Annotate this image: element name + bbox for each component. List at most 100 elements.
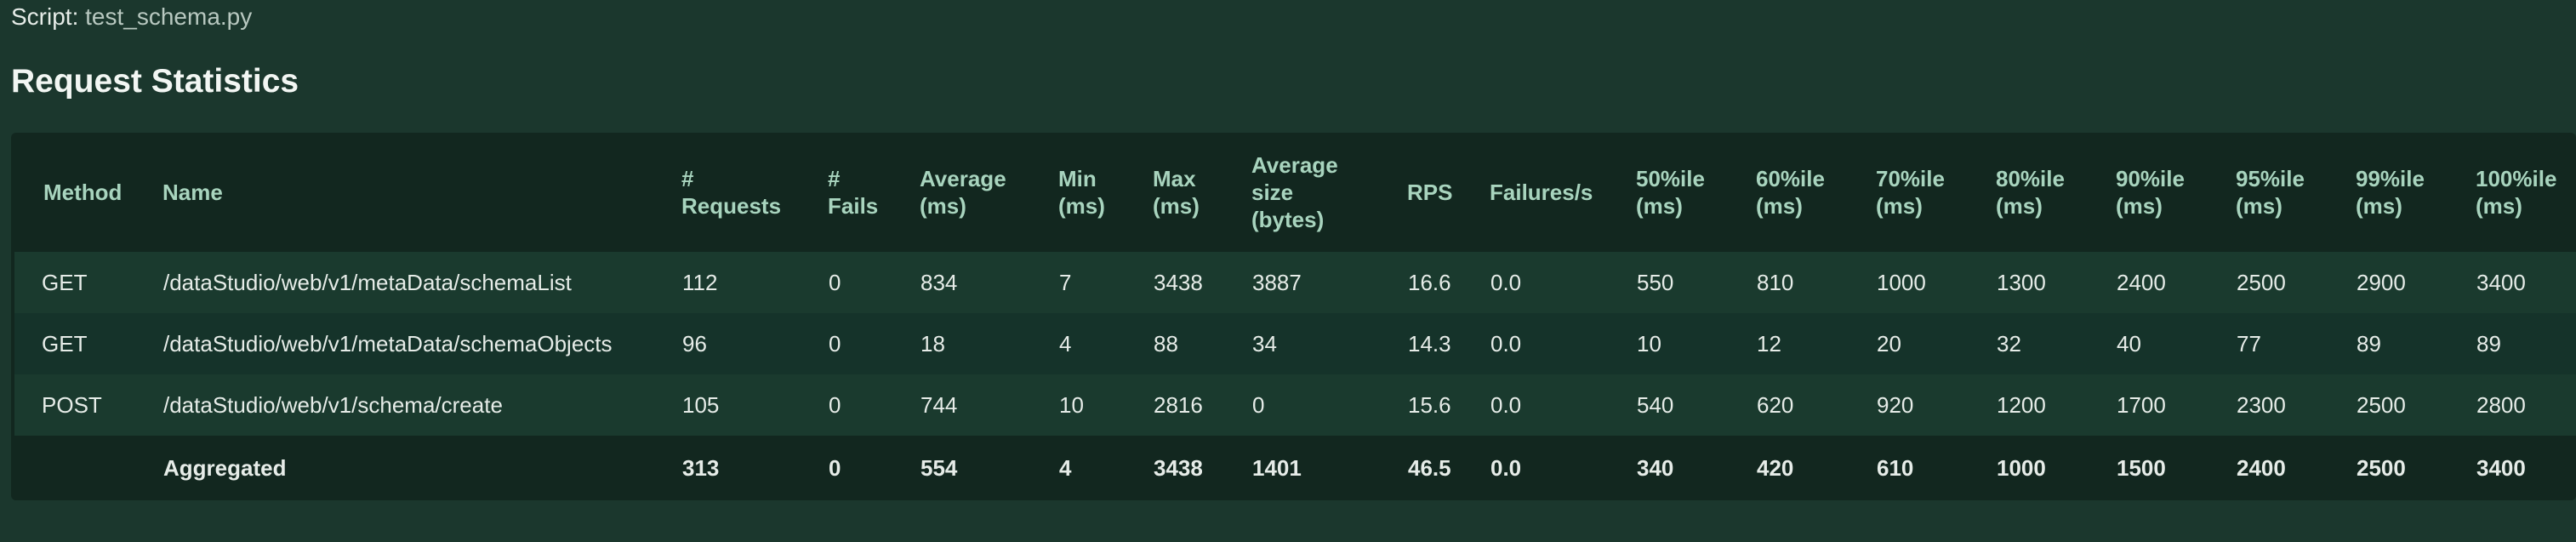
cell-method: GET	[11, 313, 162, 374]
aggregated-cell-p60: 420	[1757, 454, 1794, 481]
column-header-p60[interactable]: 60%ile (ms)	[1756, 133, 1876, 252]
cell-failures-per-sec: 0.0	[1490, 391, 1522, 418]
column-header-rps[interactable]: RPS	[1407, 133, 1490, 252]
request-statistics-table: Method Name # Requests # Fails Average (ms) Min(…	[11, 133, 2576, 500]
cell-failures-per-sec: 0.0	[1490, 269, 1522, 295]
cell-p60: 12	[1757, 330, 1781, 357]
cell-p60: 810	[1757, 269, 1794, 295]
cell-p100: 3400	[2476, 269, 2526, 295]
script-line: Script: test_schema.py	[11, 2, 252, 32]
aggregated-cell-average-size: 1401	[1252, 454, 1302, 481]
aggregated-cell-failures-per-sec: 0.0	[1490, 454, 1522, 481]
column-header-min-ms[interactable]: Min (ms)	[1058, 133, 1153, 252]
aggregated-cell-average-ms: 554	[920, 454, 958, 481]
cell-fails: 0	[829, 330, 841, 357]
column-header-text: Failures/s	[1490, 180, 1593, 205]
column-header-text: (ms)	[1876, 193, 1923, 219]
aggregated-cell-requests: 313	[682, 454, 720, 481]
cell-p95: 2500	[2237, 269, 2286, 295]
aggregated-cell-max-ms: 3438	[1154, 454, 1203, 481]
column-header-text: (ms)	[920, 193, 966, 219]
column-header-name[interactable]: Name	[162, 133, 681, 252]
table-header-row: Method Name # Requests # Fails Average (ms) Min(…	[13, 133, 2576, 252]
cell-name: /dataStudio/web/v1/schema/create	[163, 391, 503, 418]
column-header-p95[interactable]: 95%ile (ms)	[2236, 133, 2356, 252]
cell-requests: 112	[682, 269, 718, 295]
aggregated-cell-p90: 1500	[2117, 454, 2166, 481]
cell-requests: 96	[682, 330, 707, 357]
column-header-max-ms[interactable]: Max (ms)	[1153, 133, 1251, 252]
column-header-average-size[interactable]: Average size (bytes)	[1251, 133, 1407, 252]
column-header-fails[interactable]: # Fails	[828, 133, 920, 252]
table-row: POST/dataStudio/web/v1/schema/create 105 0…	[11, 374, 2576, 436]
column-header-text: 50%ile	[1636, 166, 1705, 191]
table-body: GET/dataStudio/web/v1/metaData/schemaLis…	[11, 252, 2576, 500]
column-header-p80[interactable]: 80%ile (ms)	[1996, 133, 2116, 252]
column-header-text: Method	[43, 180, 123, 205]
aggregated-cell-name: Aggregated	[163, 454, 287, 481]
cell-failures-per-sec: 0.0	[1490, 330, 1522, 357]
aggregated-cell-p70: 610	[1877, 454, 1914, 481]
column-header-p100[interactable]: 100%ile (ms)	[2476, 133, 2576, 252]
cell-method: POST	[11, 374, 162, 436]
cell-p99: 89	[2357, 330, 2381, 357]
aggregated-cell-min-ms: 4	[1059, 454, 1072, 481]
column-header-text: 70%ile	[1876, 166, 1945, 191]
cell-p90: 2400	[2117, 269, 2166, 295]
column-header-text: Max	[1153, 166, 1196, 191]
cell-average-ms: 18	[920, 330, 945, 357]
cell-p50: 540	[1637, 391, 1674, 418]
column-header-text: Requests	[681, 193, 782, 219]
cell-average-size: 0	[1252, 391, 1265, 418]
column-header-text: Average	[1251, 152, 1338, 178]
column-header-text: #	[681, 166, 694, 191]
column-header-text: (ms)	[2476, 193, 2522, 219]
cell-p99: 2500	[2357, 391, 2406, 418]
cell-p90: 1700	[2117, 391, 2166, 418]
aggregated-cell-method	[13, 436, 162, 500]
column-header-method[interactable]: Method	[13, 133, 162, 252]
cell-requests: 105	[682, 391, 720, 418]
column-header-p90[interactable]: 90%ile (ms)	[2116, 133, 2236, 252]
column-header-text: 95%ile	[2236, 166, 2305, 191]
cell-average-ms: 834	[920, 269, 958, 295]
cell-p90: 40	[2117, 330, 2141, 357]
aggregated-cell-p50: 340	[1637, 454, 1674, 481]
script-label: Script:	[11, 3, 79, 30]
table-row: GET/dataStudio/web/v1/metaData/schemaObj…	[11, 313, 2576, 374]
column-header-text: (ms)	[1058, 193, 1105, 219]
column-header-text: size	[1251, 180, 1294, 205]
cell-fails: 0	[829, 269, 841, 295]
aggregated-cell-fails: 0	[829, 454, 841, 481]
column-header-text: 100%ile	[2476, 166, 2557, 191]
cell-p95: 77	[2237, 330, 2261, 357]
script-name: test_schema.py	[85, 3, 253, 30]
column-header-p99[interactable]: 99%ile (ms)	[2356, 133, 2476, 252]
column-header-text: Min	[1058, 166, 1097, 191]
cell-name: /dataStudio/web/v1/metaData/schemaObject…	[163, 330, 613, 357]
cell-p50: 550	[1637, 269, 1674, 295]
cell-p100: 2800	[2476, 391, 2526, 418]
cell-min-ms: 10	[1059, 391, 1084, 418]
column-header-text: Fails	[828, 193, 879, 219]
cell-p70: 920	[1877, 391, 1914, 418]
column-header-average-ms[interactable]: Average (ms)	[920, 133, 1058, 252]
column-header-p50[interactable]: 50%ile (ms)	[1636, 133, 1756, 252]
cell-p70: 1000	[1877, 269, 1926, 295]
column-header-p70[interactable]: 70%ile (ms)	[1876, 133, 1996, 252]
column-header-text: #	[828, 166, 841, 191]
column-header-failures-per-sec[interactable]: Failures/s	[1490, 133, 1636, 252]
cell-max-ms: 88	[1154, 330, 1178, 357]
table-row: GET/dataStudio/web/v1/metaData/schemaLis…	[11, 252, 2576, 313]
cell-average-size: 34	[1252, 330, 1277, 357]
cell-p80: 1200	[1997, 391, 2046, 418]
column-header-requests[interactable]: # Requests	[681, 133, 828, 252]
column-header-text: Average	[920, 166, 1006, 191]
cell-name: /dataStudio/web/v1/metaData/schemaList	[163, 269, 572, 295]
column-header-text: Name	[162, 180, 223, 205]
request-statistics-table-container: Method Name # Requests # Fails Average (ms) Min(…	[11, 133, 2576, 500]
cell-p80: 1300	[1997, 269, 2046, 295]
cell-max-ms: 2816	[1154, 391, 1203, 418]
cell-p70: 20	[1877, 330, 1901, 357]
cell-average-ms: 744	[920, 391, 958, 418]
